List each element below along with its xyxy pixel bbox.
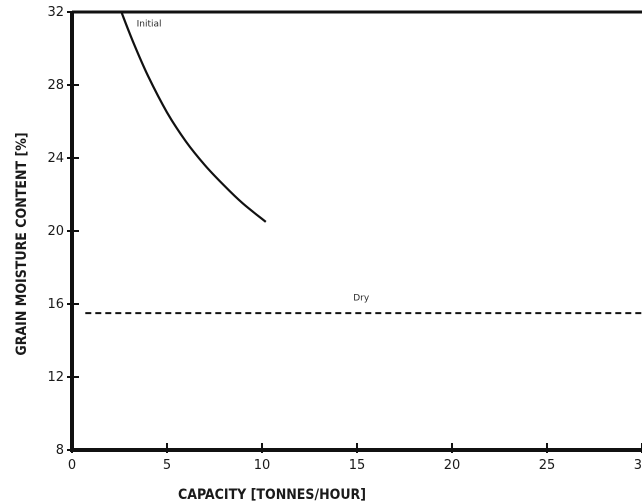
y-tick-label: 32 [47,5,64,20]
annotation-initial-label: Initial [137,20,162,30]
plot-frame [70,10,642,452]
y-tick-label: 16 [47,297,64,312]
y-tick-label: 8 [56,443,64,458]
annotation-dry-label: Dry [353,293,370,303]
initial-series-line [120,11,267,223]
y-axis-title: GRAIN MOISTURE CONTENT [%] [14,132,30,355]
x-tick-label: 15 [349,458,366,473]
axis-ticks: 0 5 10 15 20 25 30 8 12 16 20 24 28 32 [47,5,642,473]
x-tick-label: 30 [634,458,642,473]
x-tick-label: 10 [254,458,271,473]
x-tick-label: 20 [444,458,461,473]
x-axis-title: CAPACITY [TONNES/HOUR] [178,487,366,503]
y-tick-label: 24 [47,151,64,166]
annotations: Initial Dry [137,20,370,304]
y-tick-label: 12 [47,370,64,385]
x-tick-label: 0 [68,458,76,473]
x-tick-label: 25 [539,458,556,473]
data-series [85,11,642,315]
y-tick-label: 20 [47,224,64,239]
x-tick-label: 5 [163,458,171,473]
y-tick-label: 28 [47,78,64,93]
